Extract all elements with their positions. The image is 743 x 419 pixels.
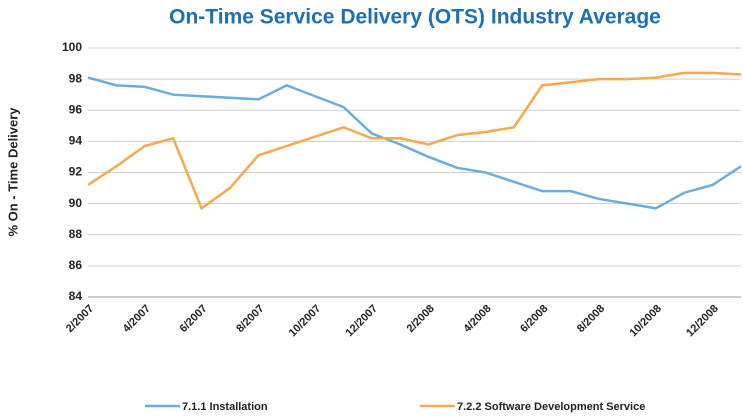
series-line	[87, 76, 742, 210]
x-tick-label: 2/2008	[405, 303, 437, 335]
x-tick-label: 6/2008	[518, 303, 550, 335]
x-tick-label: 4/2008	[461, 303, 493, 335]
x-tick-label: 8/2007	[234, 303, 266, 335]
y-tick-label: 84	[69, 289, 83, 303]
x-tick-label: 6/2007	[177, 303, 209, 335]
y-tick-label: 90	[69, 196, 83, 210]
x-tick-label: 10/2007	[287, 303, 324, 340]
x-tick-label: 10/2008	[627, 303, 664, 340]
y-axis-label: % On - Time Delivery	[5, 107, 20, 237]
x-tick-label: 12/2007	[343, 303, 380, 340]
y-tick-label: 86	[69, 258, 83, 272]
x-tick-label: 12/2008	[684, 303, 721, 340]
x-tick-label: 8/2008	[575, 303, 607, 335]
chart-title: On-Time Service Delivery (OTS) Industry …	[169, 6, 661, 29]
x-tick-label: 2/2007	[64, 303, 96, 335]
y-tick-label: 96	[69, 102, 83, 116]
series-line	[87, 71, 742, 211]
y-tick-label: 98	[69, 71, 83, 85]
y-tick-label: 100	[62, 40, 82, 54]
x-tick-label: 4/2007	[121, 303, 153, 335]
y-tick-label: 94	[69, 134, 83, 148]
legend-label: 7.1.1 Installation	[182, 401, 268, 413]
y-tick-label: 88	[69, 227, 83, 241]
legend-label: 7.2.2 Software Development Service	[457, 401, 645, 413]
y-tick-label: 92	[69, 165, 83, 179]
